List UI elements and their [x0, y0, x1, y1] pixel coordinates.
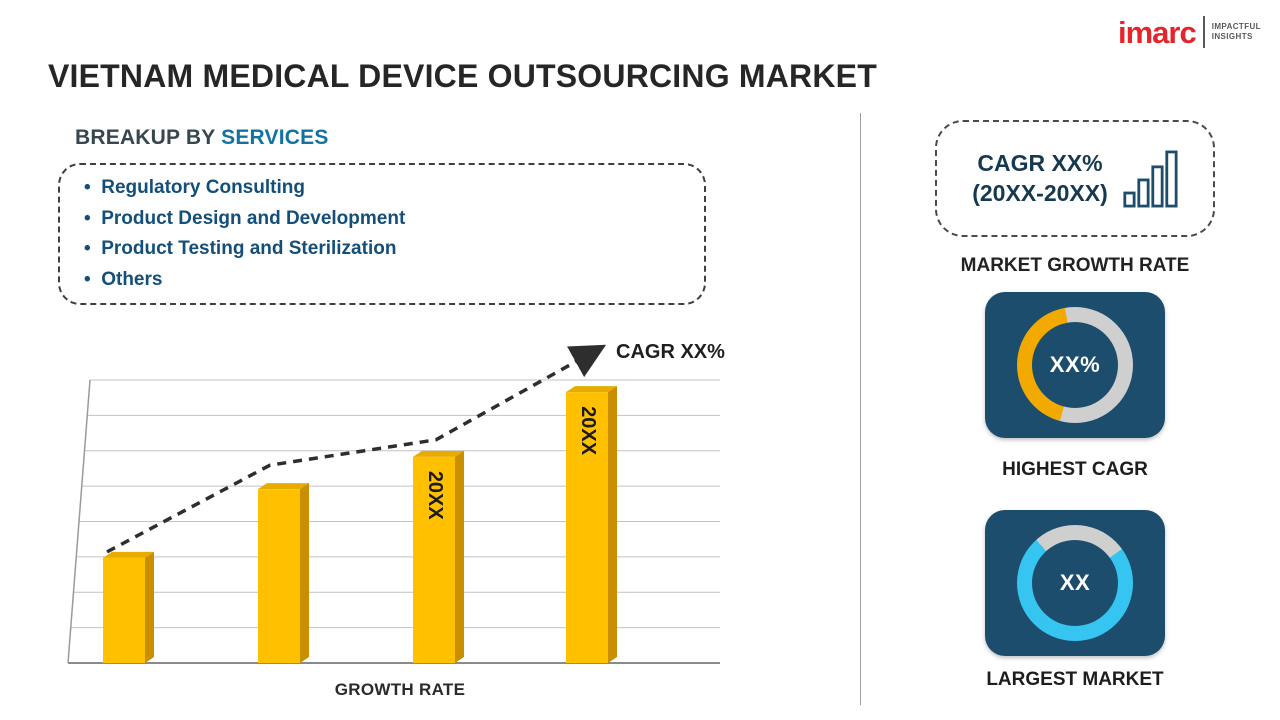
logo-brand-text: imarc — [1118, 14, 1197, 50]
highest-cagr-card: XX% — [985, 292, 1165, 438]
largest-market-card: XX — [985, 510, 1165, 656]
highest-cagr-value: XX% — [1032, 322, 1118, 408]
list-item: Regulatory Consulting — [84, 173, 680, 204]
logo-tagline: IMPACTFUL INSIGHTS — [1212, 22, 1261, 43]
cagr-box: CAGR XX% (20XX-20XX) — [935, 120, 1215, 237]
breakup-heading: BREAKUP BY SERVICES — [75, 126, 329, 150]
x-axis-label: GROWTH RATE — [334, 680, 466, 699]
largest-market-label: LARGEST MARKET — [986, 669, 1164, 690]
logo-tagline-line2: INSIGHTS — [1211, 32, 1253, 41]
market-growth-rate-label: MARKET GROWTH RATE — [960, 255, 1190, 276]
list-item: Product Testing and Sterilization — [84, 234, 680, 265]
breakup-heading-prefix: BREAKUP BY — [75, 126, 222, 149]
services-list-box: Regulatory Consulting Product Design and… — [58, 163, 706, 305]
list-item: Others — [84, 265, 680, 296]
cagr-value: CAGR XX% — [977, 149, 1103, 176]
cagr-box-text: CAGR XX% (20XX-20XX) — [972, 149, 1108, 209]
highest-cagr-label: HIGHEST CAGR — [1002, 459, 1148, 480]
cagr-period: (20XX-20XX) — [972, 179, 1108, 206]
page-title: VIETNAM MEDICAL DEVICE OUTSOURCING MARKE… — [48, 58, 877, 94]
svg-text:20XX: 20XX — [577, 406, 599, 456]
breakup-heading-highlight: SERVICES — [221, 126, 329, 149]
largest-market-donut-icon: XX — [1017, 525, 1133, 641]
vertical-divider — [860, 113, 861, 705]
imarc-logo: imarc IMPACTFUL INSIGHTS — [1118, 16, 1261, 48]
logo-separator — [1202, 16, 1205, 48]
svg-text:20XX: 20XX — [424, 471, 446, 521]
cagr-annotation: CAGR XX% — [616, 341, 725, 363]
growth-bar-chart: 20XX 20XX CAGR XX% GROWTH RATE — [60, 338, 740, 710]
bar-chart-icon — [1123, 150, 1178, 207]
list-item: Product Design and Development — [84, 204, 680, 235]
logo-tagline-line1: IMPACTFUL — [1211, 21, 1261, 31]
bar-chart-canvas: 20XX 20XX — [67, 344, 720, 664]
largest-market-value: XX — [1032, 540, 1118, 626]
highest-cagr-donut-icon: XX% — [1017, 307, 1133, 423]
